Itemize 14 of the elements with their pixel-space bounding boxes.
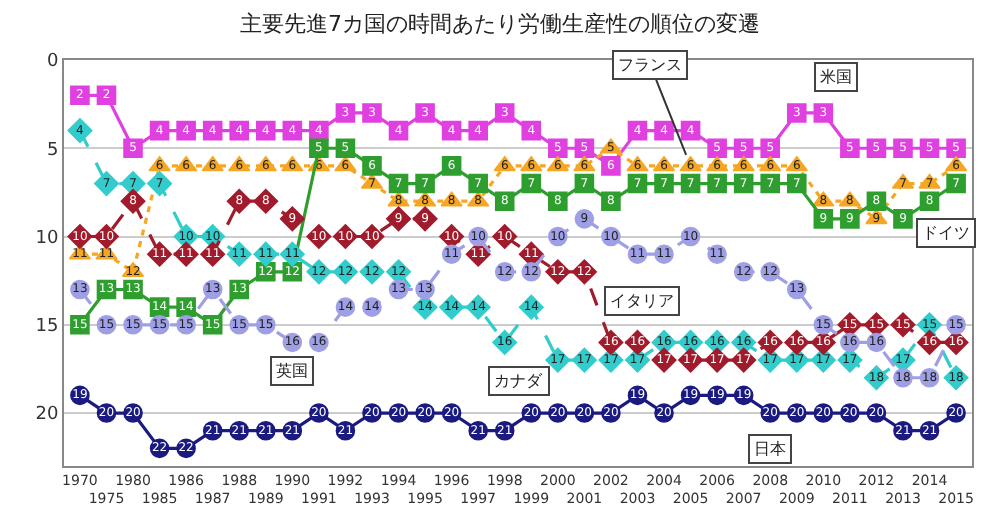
series-label: イタリア — [610, 292, 674, 310]
series-label: ドイツ — [922, 224, 970, 242]
y-tick-label: 0 — [46, 52, 59, 73]
y-tick-label: 10 — [35, 228, 59, 249]
y-tick-label: 20 — [35, 405, 59, 426]
point — [67, 118, 93, 144]
text: フランス — [618, 56, 682, 74]
y-tick-label: 15 — [35, 317, 59, 338]
series-label: 米国 — [820, 68, 852, 86]
series-label: 英国 — [276, 362, 308, 380]
series-label: 日本 — [754, 440, 786, 458]
y-tick-label: 5 — [46, 140, 59, 161]
series-label: カナダ — [494, 372, 544, 390]
chart-title: 主要先進7カ国の時間あたり労働生産性の順位の変遷 — [240, 11, 760, 38]
